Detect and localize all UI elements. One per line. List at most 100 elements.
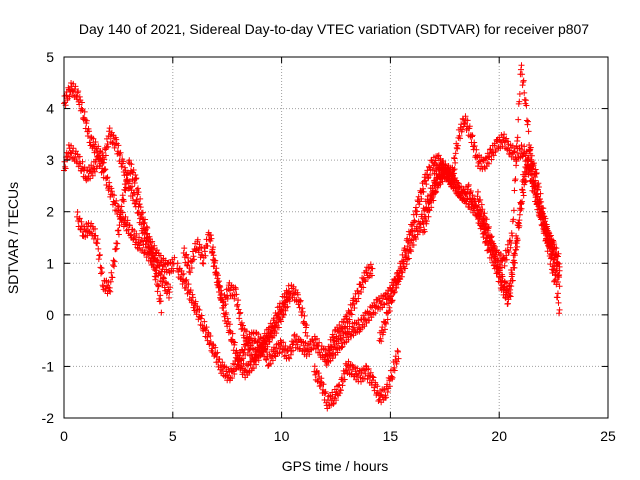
data-point	[278, 318, 285, 325]
data-point	[106, 284, 113, 291]
data-point	[428, 204, 435, 211]
data-point	[313, 335, 320, 342]
data-point	[224, 315, 231, 322]
y-tick-label: 1	[46, 255, 54, 271]
data-point	[293, 333, 300, 340]
data-point	[531, 160, 538, 167]
data-point	[79, 158, 86, 165]
data-point	[235, 297, 242, 304]
data-point	[457, 135, 464, 142]
data-point	[383, 394, 390, 401]
data-point	[96, 251, 103, 258]
data-point	[556, 306, 563, 313]
data-point	[456, 132, 463, 139]
data-point	[282, 307, 289, 314]
data-point	[540, 205, 547, 212]
data-point	[311, 363, 318, 370]
data-point	[551, 256, 558, 263]
data-point	[395, 355, 402, 362]
data-point	[345, 336, 352, 343]
data-point	[180, 270, 187, 277]
data-point	[97, 270, 104, 277]
data-point	[108, 188, 115, 195]
data-point	[337, 386, 344, 393]
data-point	[233, 291, 240, 298]
data-point	[520, 189, 527, 196]
data-point	[513, 162, 520, 169]
data-point	[130, 166, 137, 173]
data-point	[488, 233, 495, 240]
data-point	[76, 215, 83, 222]
data-point	[556, 310, 563, 317]
data-point	[507, 293, 514, 300]
data-point	[95, 245, 102, 252]
data-point	[520, 176, 527, 183]
data-point	[339, 382, 346, 389]
data-point	[304, 332, 311, 339]
data-point	[406, 231, 413, 238]
data-point	[113, 197, 120, 204]
data-point	[259, 343, 266, 350]
y-tick-label: 5	[46, 49, 54, 65]
data-point	[134, 185, 141, 192]
data-point	[534, 187, 541, 194]
data-point	[71, 86, 78, 93]
data-point	[97, 264, 104, 271]
data-point	[146, 236, 153, 243]
data-point	[266, 338, 273, 345]
data-point	[312, 345, 319, 352]
data-point	[157, 298, 164, 305]
data-point	[280, 312, 287, 319]
axis-ticks: 0 5 10 15 20 25 -2 -1 0 1 2 3 4 5	[42, 49, 616, 444]
data-point	[438, 170, 445, 177]
data-point	[262, 346, 269, 353]
data-point	[471, 143, 478, 150]
data-point	[120, 158, 127, 165]
data-point	[99, 149, 106, 156]
data-point	[423, 218, 430, 225]
data-point	[318, 375, 325, 382]
data-point	[469, 132, 476, 139]
data-point	[329, 355, 336, 362]
data-point	[190, 304, 197, 311]
data-point	[211, 257, 218, 264]
data-point	[523, 117, 530, 124]
data-point	[420, 185, 427, 192]
data-point	[454, 145, 461, 152]
data-point	[521, 96, 528, 103]
data-point	[490, 152, 497, 159]
data-point	[214, 349, 221, 356]
data-point	[137, 195, 144, 202]
data-point	[72, 148, 79, 155]
data-point	[554, 253, 561, 260]
data-point	[547, 239, 554, 246]
data-point	[374, 383, 381, 390]
data-point	[341, 376, 348, 383]
data-point	[465, 201, 472, 208]
data-point	[209, 246, 216, 253]
y-tick-label: 0	[46, 307, 54, 323]
data-point	[418, 195, 425, 202]
data-point	[519, 186, 526, 193]
data-point	[518, 142, 525, 149]
data-point	[436, 174, 443, 181]
data-point	[124, 217, 131, 224]
data-point	[358, 378, 365, 385]
data-point	[389, 376, 396, 383]
data-point	[206, 340, 213, 347]
data-point	[216, 356, 223, 363]
data-point	[492, 247, 499, 254]
data-point	[519, 153, 526, 160]
data-point	[183, 276, 190, 283]
data-series	[311, 347, 402, 412]
data-point	[521, 143, 528, 150]
data-point	[554, 290, 561, 297]
data-point	[317, 382, 324, 389]
x-tick-label: 5	[169, 428, 177, 444]
data-point	[350, 324, 357, 331]
data-point	[127, 231, 134, 238]
data-point	[504, 138, 511, 145]
data-point	[117, 211, 124, 218]
data-point	[310, 345, 317, 352]
data-point	[535, 180, 542, 187]
